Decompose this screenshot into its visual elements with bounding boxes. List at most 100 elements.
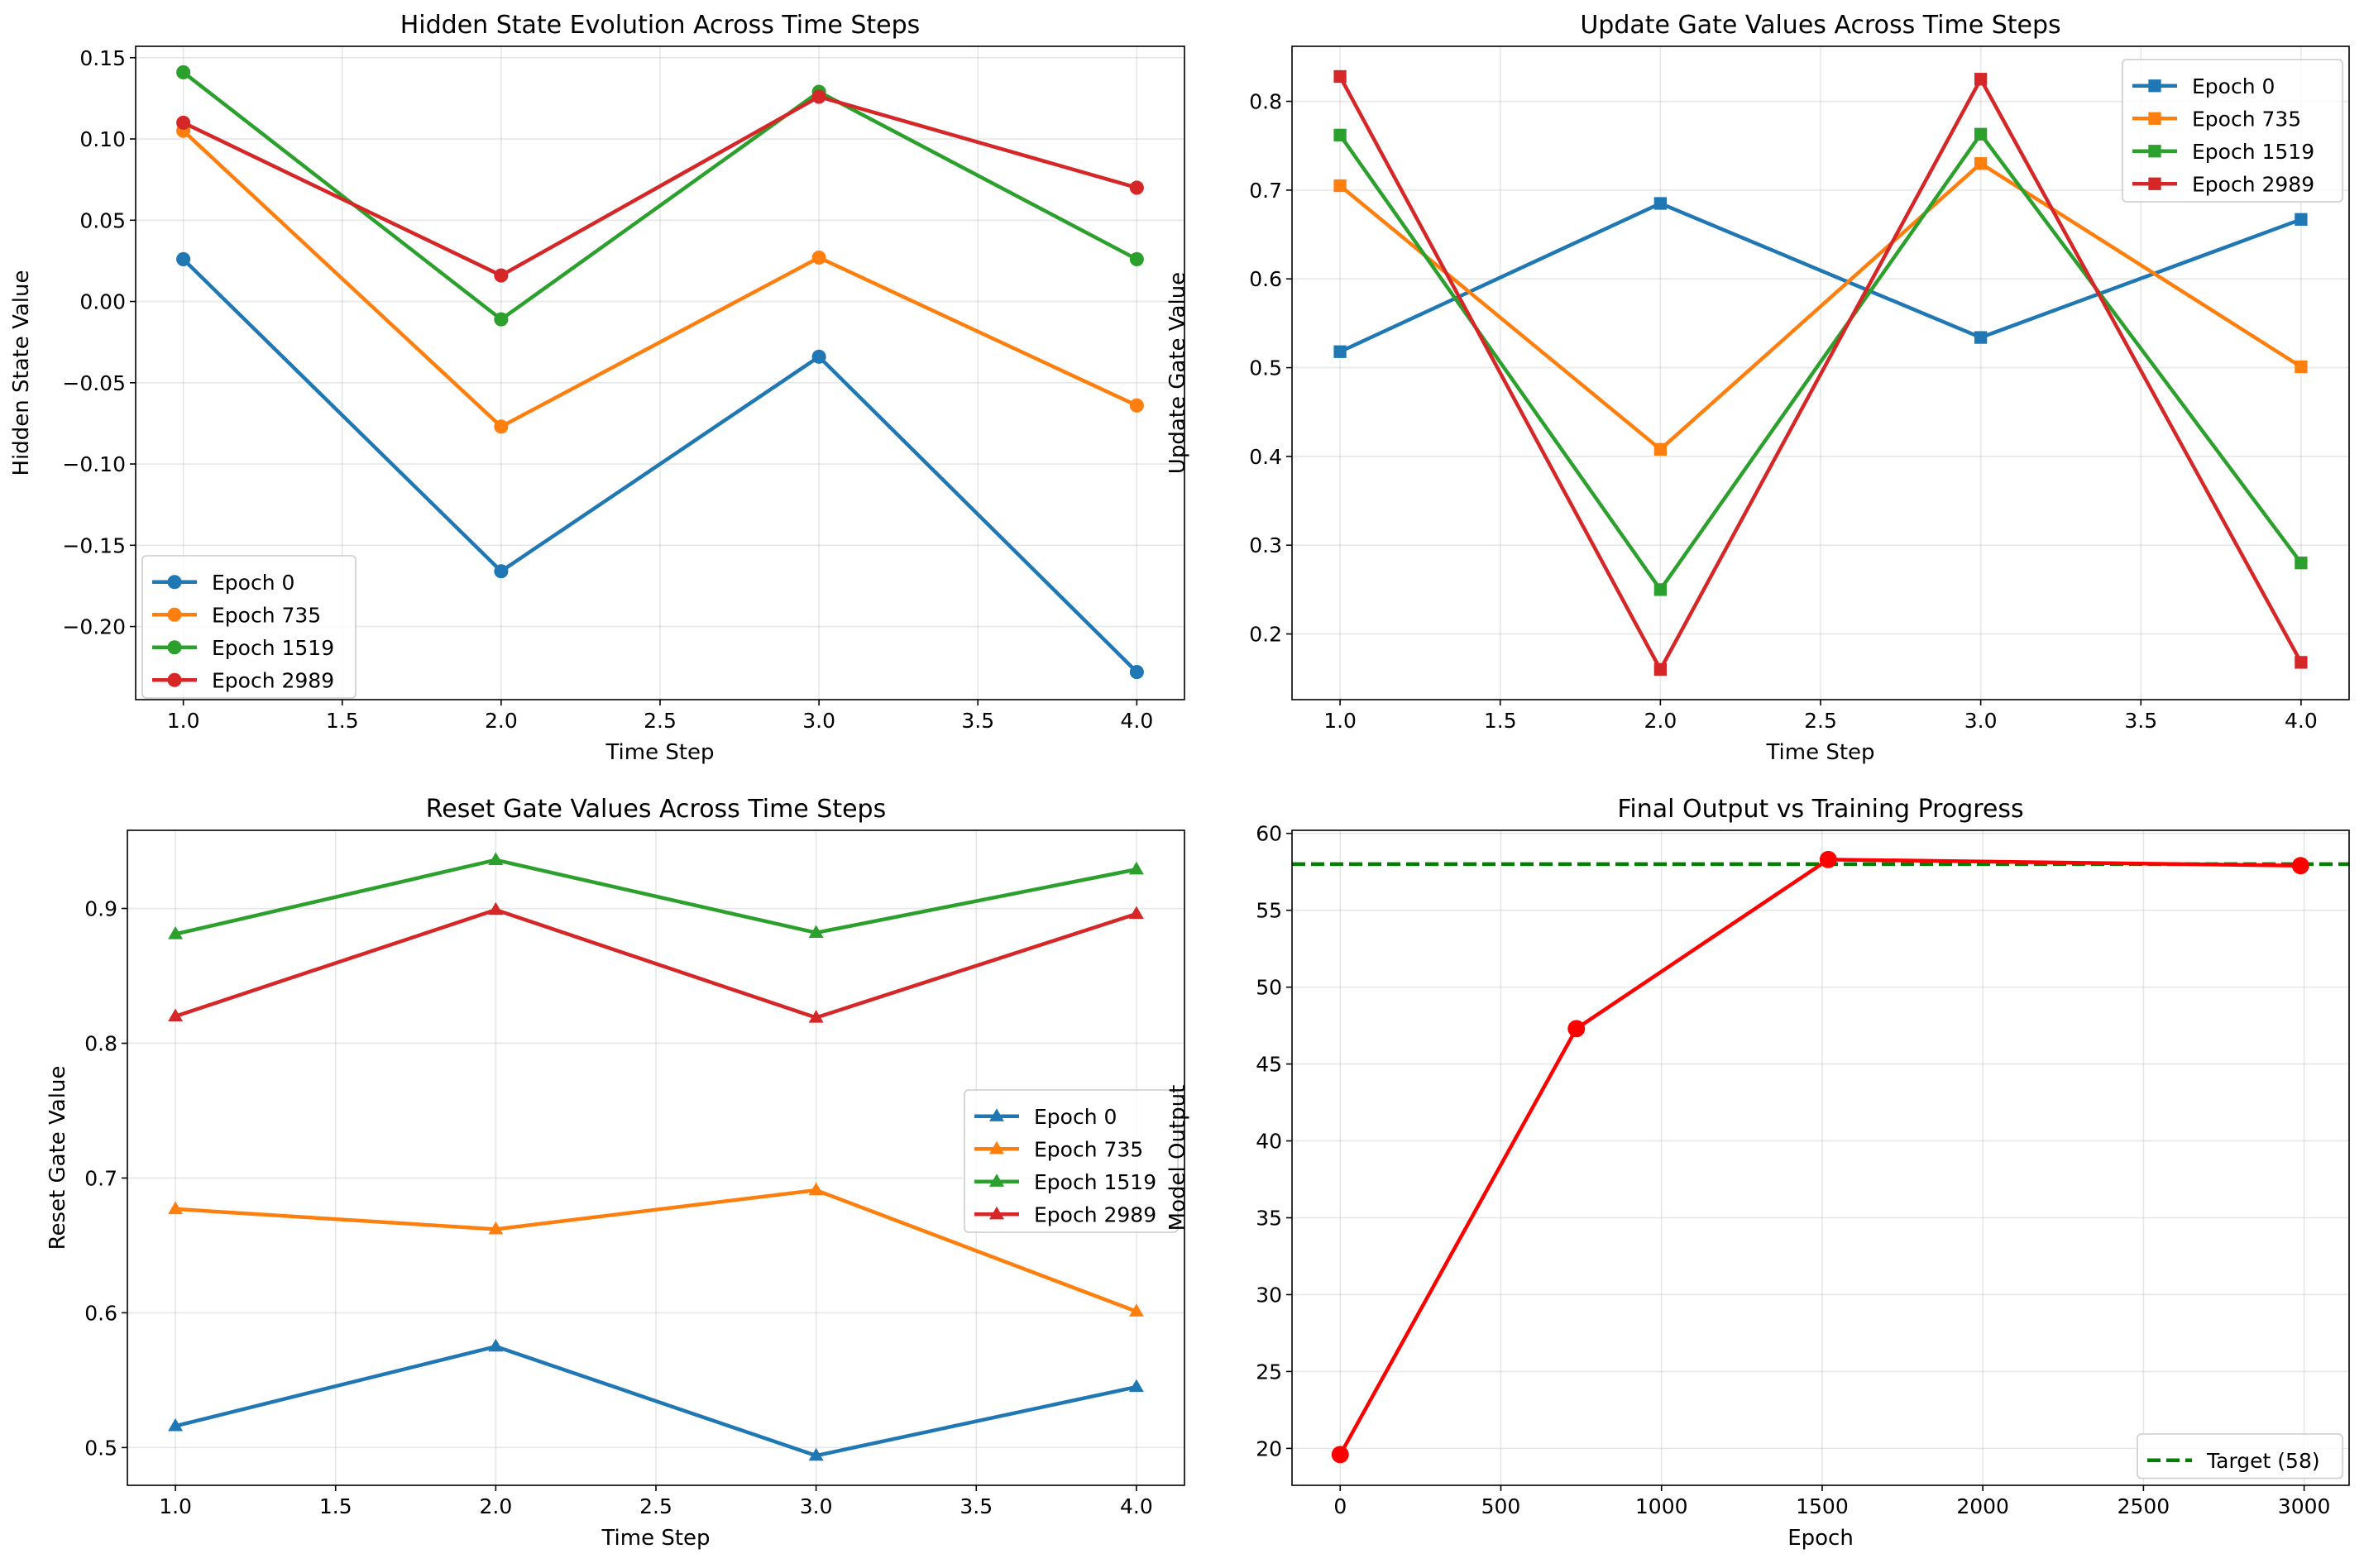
data-point <box>2291 857 2309 875</box>
y-tick-label: 0.6 <box>1249 267 1282 291</box>
panel-reset-gate: 1.0 1.5 2.0 2.5 3.0 3.5 4.0 0.5 0.6 0.7 0.8 0.9 Rese… <box>45 795 1185 1551</box>
legend-box <box>2122 59 2343 203</box>
y-tick-label: 0.8 <box>84 1031 117 1055</box>
legend: Epoch 0 Epoch 735 Epoch 1519 Epoch 2989 <box>964 1089 1179 1233</box>
series-group <box>1331 850 2309 1464</box>
data-point <box>2295 557 2308 570</box>
legend-box <box>141 555 357 699</box>
x-tick-label: 0 <box>1333 1494 1347 1518</box>
data-point <box>1974 127 1988 141</box>
data-point <box>167 640 182 655</box>
series-line <box>1338 75 2303 672</box>
data-point <box>1331 1446 1349 1464</box>
y-tick-label: 0.00 <box>79 290 126 314</box>
y-tick-label: 0.10 <box>79 127 126 151</box>
series-line <box>175 858 1137 936</box>
y-axis-label: Hidden State Value <box>9 270 34 476</box>
x-tick-label: 3.5 <box>961 709 994 733</box>
y-axis-label: Update Gate Value <box>1165 272 1190 474</box>
data-point <box>168 1008 184 1022</box>
chart-title: Update Gate Values Across Time Steps <box>1580 11 2060 40</box>
y-tick-label: 25 <box>1256 1360 1282 1384</box>
legend-label: Epoch 2989 <box>212 668 334 692</box>
plot-frame <box>1291 829 2350 1486</box>
y-tick-label: 20 <box>1256 1437 1282 1460</box>
data-point <box>1653 662 1668 676</box>
data-point <box>808 925 824 938</box>
x-tick-label: 1.5 <box>326 709 359 733</box>
x-tick-label: 3.0 <box>800 1494 833 1518</box>
y-tick-label: −0.10 <box>62 452 126 476</box>
data-point <box>1129 251 1144 266</box>
x-tick-label: 2500 <box>2118 1494 2170 1518</box>
data-point <box>1974 331 1988 344</box>
axis-ticks: 0 500 1000 1500 2000 2500 3000 20 25 30 35 40 45 50 55… <box>1256 822 2330 1518</box>
x-axis-label: Epoch <box>1787 1526 1854 1551</box>
data-point <box>494 419 509 434</box>
x-tick-label: 1.0 <box>159 1494 192 1518</box>
data-point <box>1974 157 1988 170</box>
y-tick-label: 0.15 <box>79 46 126 70</box>
data-point <box>1129 180 1144 195</box>
legend: Epoch 0 Epoch 735 Epoch 1519 Epoch 2989 <box>2122 59 2343 203</box>
x-tick-label: 3.5 <box>2124 709 2157 733</box>
data-point <box>1653 442 1668 456</box>
data-point <box>488 852 504 865</box>
x-tick-label: 3.0 <box>1964 709 1998 733</box>
data-point <box>488 1221 504 1235</box>
x-tick-label: 3.0 <box>802 709 835 733</box>
series-line <box>1338 858 2301 1456</box>
legend-box <box>964 1089 1179 1233</box>
data-point <box>2148 145 2161 158</box>
data-point <box>811 250 826 265</box>
plot-frame <box>135 45 1185 700</box>
series-line <box>175 1188 1137 1313</box>
y-tick-label: 0.7 <box>1249 179 1282 203</box>
legend-label: Epoch 1519 <box>212 636 334 660</box>
legend-label: Epoch 0 <box>2192 74 2275 98</box>
y-tick-label: −0.20 <box>62 615 126 639</box>
y-tick-label: −0.05 <box>62 371 126 395</box>
y-tick-label: 0.9 <box>84 897 117 921</box>
data-point <box>2295 360 2308 374</box>
series-line <box>182 129 1138 429</box>
data-point <box>808 1010 824 1023</box>
data-point <box>167 575 182 590</box>
y-axis-label: Reset Gate Value <box>45 1066 70 1250</box>
data-point <box>2295 213 2308 226</box>
x-tick-label: 2.0 <box>485 709 518 733</box>
y-tick-label: 0.5 <box>84 1436 117 1460</box>
x-tick-label: 2.0 <box>479 1494 512 1518</box>
x-tick-label: 1.0 <box>167 709 200 733</box>
legend-label: Epoch 735 <box>212 603 321 627</box>
chart-title: Hidden State Evolution Across Time Steps <box>400 11 921 40</box>
legend: Epoch 0 Epoch 735 Epoch 1519 Epoch 2989 <box>141 555 357 699</box>
data-point <box>989 1140 1004 1154</box>
data-point <box>2148 79 2161 93</box>
y-tick-label: 0.4 <box>1249 445 1282 469</box>
data-point <box>1128 1379 1144 1393</box>
legend-label: Epoch 2989 <box>1034 1202 1156 1226</box>
y-tick-label: 30 <box>1256 1283 1282 1307</box>
legend-label: Epoch 735 <box>1034 1137 1143 1161</box>
data-point <box>494 312 509 327</box>
series-line <box>175 1344 1137 1458</box>
series-group <box>168 852 1144 1461</box>
axis-ticks: 1.0 1.5 2.0 2.5 3.0 3.5 4.0 −0.20 −0.15 −0.10 −0.0… <box>62 46 1153 733</box>
data-point <box>1333 128 1347 141</box>
x-tick-label: 1.5 <box>1484 709 1517 733</box>
y-tick-label: 0.5 <box>1249 356 1282 380</box>
legend-label: Epoch 0 <box>1034 1105 1117 1129</box>
series-line <box>1339 201 2302 354</box>
chart-title: Final Output vs Training Progress <box>1617 795 2023 824</box>
x-tick-label: 500 <box>1481 1494 1521 1518</box>
data-point <box>989 1174 1004 1187</box>
data-point <box>808 1447 824 1461</box>
data-point <box>1129 665 1144 680</box>
y-tick-label: 40 <box>1256 1130 1282 1154</box>
y-tick-label: 50 <box>1256 976 1282 1000</box>
panel-hidden-state: 1.0 1.5 2.0 2.5 3.0 3.5 4.0 −0.20 −0.15 −0.10 −0.0… <box>9 11 1185 765</box>
legend: Target (58) <box>2137 1433 2343 1480</box>
x-tick-label: 2.5 <box>639 1494 672 1518</box>
